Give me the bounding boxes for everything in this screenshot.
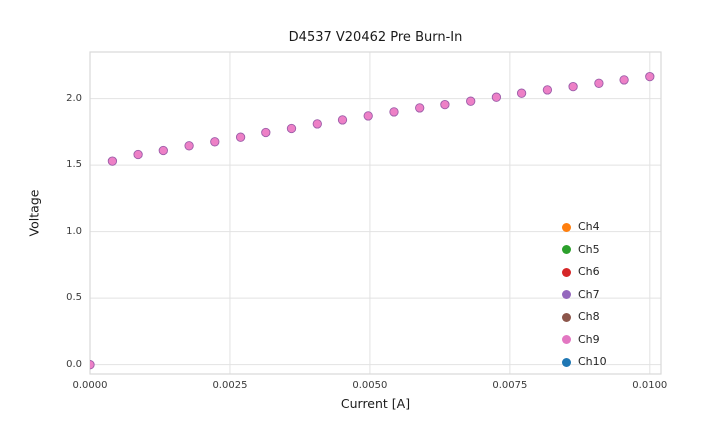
data-point: [158, 145, 168, 156]
y-axis-label: Voltage: [26, 189, 42, 237]
legend-marker-icon: [562, 290, 571, 299]
data-point: [184, 141, 194, 151]
legend: Ch4 Ch5 Ch6 Ch7 Ch8 Ch9 Ch10: [562, 220, 607, 369]
y-tick-label: 1.0: [66, 225, 82, 237]
data-point: [440, 99, 450, 110]
legend-entry-ch6: Ch6: [562, 265, 607, 279]
data-point: [516, 88, 527, 98]
chart-title: D4537 V20462 Pre Burn-In: [288, 30, 463, 45]
legend-label: Ch4: [578, 220, 600, 233]
data-point: [415, 103, 425, 113]
data-point: [568, 81, 578, 92]
legend-marker-icon: [562, 312, 571, 322]
legend-entry-ch5: Ch5: [562, 243, 607, 257]
plot-border: [89, 51, 662, 375]
legend-marker-icon: [562, 222, 571, 232]
x-tick-label: 0.0100: [632, 380, 668, 391]
legend-label: Ch7: [578, 287, 600, 301]
legend-label: Ch8: [578, 310, 600, 323]
data-point: [337, 115, 348, 125]
data-point: [286, 123, 297, 134]
data-point: [210, 137, 220, 147]
legend-marker-icon: [562, 267, 571, 277]
legend-marker-icon: [562, 357, 571, 367]
y-tick-label: 1.5: [66, 159, 82, 171]
y-tick-label: 0.5: [66, 292, 82, 304]
data-point: [90, 360, 95, 370]
y-tick-label: 2.0: [66, 92, 82, 104]
x-tick-label: 0.0075: [492, 380, 528, 391]
x-tick-label: 0.0025: [212, 380, 248, 391]
legend-label: Ch6: [578, 265, 600, 278]
data-point: [363, 111, 373, 121]
legend-entry-ch10: Ch10: [562, 355, 607, 369]
data-point: [133, 149, 143, 160]
x-tick-label: 0.0050: [352, 380, 388, 391]
data-point: [261, 127, 271, 138]
data-point: [619, 75, 629, 85]
y-tick-label: 0.0: [66, 358, 82, 370]
data-point: [107, 156, 118, 166]
x-tick-label: 0.0000: [72, 380, 108, 391]
data-point: [645, 71, 655, 82]
legend-entry-ch8: Ch8: [562, 310, 607, 324]
x-axis-label: Current [A]: [340, 396, 411, 411]
legend-label: Ch5: [578, 242, 600, 256]
legend-entry-ch4: Ch4: [562, 220, 607, 234]
data-point: [542, 85, 553, 95]
data-point: [235, 132, 246, 142]
data-point: [312, 119, 322, 129]
legend-marker-icon: [562, 335, 571, 344]
data-point: [389, 107, 399, 117]
data-point: [594, 78, 604, 88]
data-point: [491, 92, 502, 102]
legend-label: Ch10: [578, 355, 607, 368]
data-point: [466, 96, 476, 106]
legend-entry-ch7: Ch7: [562, 288, 607, 302]
legend-entry-ch9: Ch9: [562, 333, 607, 347]
legend-label: Ch9: [578, 332, 600, 346]
legend-marker-icon: [562, 245, 571, 254]
scatter-points: [90, 71, 655, 370]
